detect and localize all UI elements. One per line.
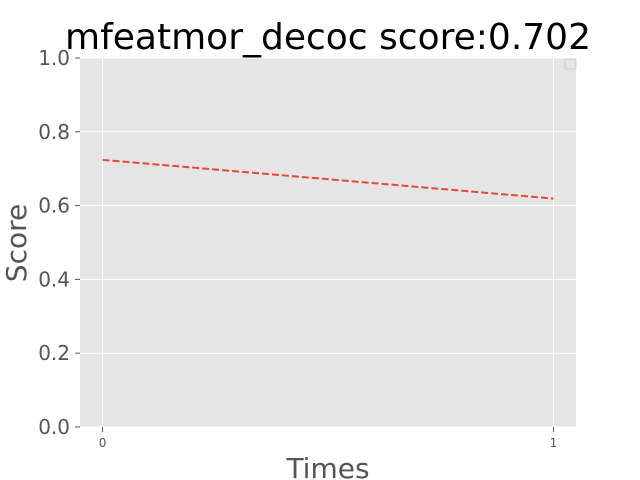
y-tick-label: 0.2 [38, 341, 70, 365]
y-tick-label: 1.0 [38, 46, 70, 70]
y-ticks: 0.0 0.2 0.4 0.6 0.8 1.0 [38, 46, 80, 439]
chart-title: mfeatmor_decoc score:0.702 [65, 17, 591, 58]
y-tick-label: 0.0 [38, 415, 70, 439]
grid [80, 57, 576, 428]
x-tick-label: 1 [550, 436, 558, 450]
y-tick-label: 0.8 [38, 120, 70, 144]
y-tick-label: 0.6 [38, 194, 70, 218]
x-axis-label: Times [285, 452, 369, 480]
y-tick-label: 0.4 [38, 267, 70, 291]
x-tick-label: 0 [99, 436, 107, 450]
legend-box [564, 58, 577, 70]
plot-area [80, 58, 576, 427]
series-layer [102, 158, 554, 200]
y-axis-label: Score [0, 204, 33, 282]
series-line [102, 158, 554, 200]
